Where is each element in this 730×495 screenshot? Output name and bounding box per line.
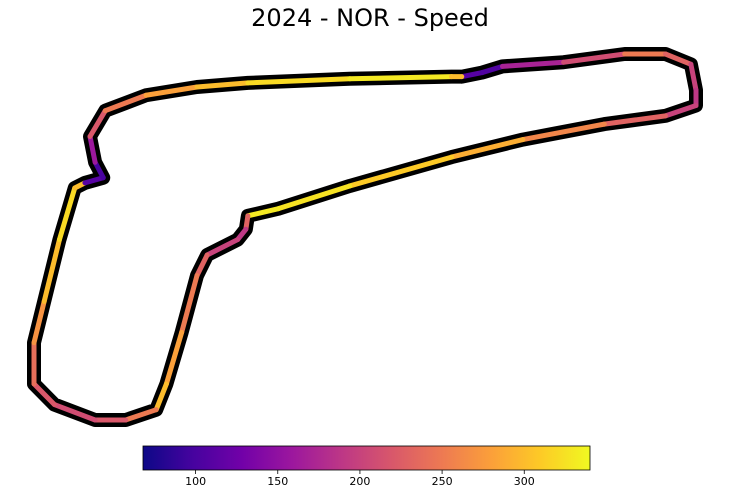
speed-segment xyxy=(204,237,241,258)
speed-segment xyxy=(688,61,699,93)
chart-title: 2024 - NOR - Speed xyxy=(251,4,489,32)
speed-segment xyxy=(194,80,251,90)
speed-segment xyxy=(163,329,185,387)
colorbar-tick-label: 300 xyxy=(514,475,535,488)
speed-segment xyxy=(31,298,47,346)
speed-segment xyxy=(479,63,505,76)
speed-segment xyxy=(87,108,108,139)
speed-segment xyxy=(245,76,353,86)
speed-segment xyxy=(245,206,281,219)
speed-segment xyxy=(123,407,159,423)
speed-segment xyxy=(662,103,699,119)
colorbar-tick-label: 100 xyxy=(185,475,206,488)
speed-segment xyxy=(561,51,628,65)
colorbar xyxy=(142,445,591,471)
track-outline xyxy=(27,47,703,427)
colorbar-tick-label: 150 xyxy=(267,475,288,488)
speed-segment xyxy=(31,381,57,408)
speed-segment xyxy=(449,137,526,160)
speed-segment xyxy=(499,59,567,69)
speed-segment xyxy=(347,74,455,82)
speed-segment xyxy=(102,92,149,114)
colorbar-tick-label: 250 xyxy=(432,475,453,488)
speed-segment xyxy=(520,121,607,143)
speed-segment xyxy=(153,381,169,413)
speed-segment xyxy=(601,113,668,127)
speed-segment xyxy=(51,402,98,423)
speed-segment xyxy=(92,159,106,181)
speed-segment xyxy=(87,133,98,165)
speed-segment xyxy=(179,273,200,335)
speed-segment xyxy=(41,237,62,304)
speed-segment xyxy=(459,70,485,80)
speed-segment xyxy=(82,175,106,186)
colorbar-tick-label: 200 xyxy=(349,475,370,488)
speed-segment xyxy=(56,185,78,243)
speed-segment xyxy=(275,183,353,212)
speed-segment xyxy=(143,84,200,98)
speed-segment xyxy=(194,252,210,279)
speed-segment xyxy=(662,51,694,67)
speed-segment xyxy=(347,154,455,189)
